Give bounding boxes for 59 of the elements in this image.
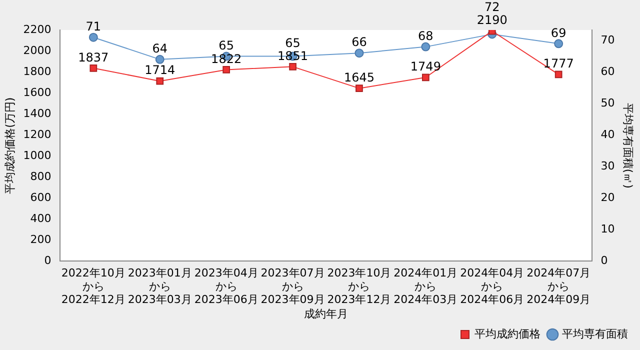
data-label: 1714 (144, 63, 176, 78)
data-label: 1777 (543, 56, 574, 71)
y-tick-label: 1000 (23, 148, 52, 162)
y-tick-label: 400 (30, 212, 52, 226)
y2-tick-label: 10 (600, 222, 615, 236)
y-tick-label: 0 (44, 254, 52, 268)
data-label: 65 (218, 38, 234, 52)
legend-label: 平均専有面積 (562, 327, 628, 340)
data-label: 66 (352, 35, 367, 50)
legend-label: 平均成約価格 (474, 327, 540, 340)
point (554, 39, 564, 48)
point (222, 66, 230, 74)
data-label: 1645 (344, 70, 374, 84)
data-label: 69 (550, 26, 566, 40)
y2-tick-label: 70 (600, 33, 615, 46)
point (354, 48, 364, 58)
x-tick-label: 2024年04月から2024年06月 (460, 266, 524, 306)
point (155, 54, 164, 64)
data-label: 1749 (410, 60, 441, 74)
data-label: 64 (152, 42, 168, 56)
x-tick-label: 2023年04月から2023年06月 (194, 266, 258, 306)
y2-tick-label: 30 (600, 159, 615, 172)
point (554, 70, 562, 78)
x-tick-label: 2023年07月から2023年09月 (260, 266, 325, 306)
y2-tick-label: 20 (600, 191, 615, 204)
y-tick-label: 1800 (23, 64, 52, 78)
y2-tick-label: 0 (600, 254, 608, 268)
data-label: 72 (484, 0, 500, 14)
x-tick-label: 2023年01月から2023年03月 (128, 266, 192, 306)
y2-tick-label: 40 (600, 128, 615, 141)
y-tick-label: 600 (30, 191, 52, 204)
data-label: 65 (285, 36, 300, 50)
x-axis-title: 成約年月 (304, 307, 348, 320)
point (88, 32, 98, 42)
y-tick-label: 200 (30, 233, 52, 246)
data-label: 71 (86, 19, 102, 34)
y-tick-label: 800 (30, 170, 52, 183)
y-tick-label: 1200 (23, 128, 52, 141)
data-label: 2190 (476, 13, 508, 28)
y2-tick-label: 50 (600, 96, 615, 110)
point (421, 42, 430, 52)
y-axis-title: 平均成約価格(万円) (3, 97, 16, 194)
y-tick-label: 2200 (23, 22, 52, 36)
point (356, 84, 363, 92)
point (422, 74, 430, 82)
y2-axis-title: 平均専有面積(㎡) (622, 102, 635, 188)
y-tick-label: 2000 (23, 44, 52, 57)
y2-tick-label: 60 (600, 64, 615, 78)
y-tick-label: 1400 (23, 106, 52, 120)
point (289, 62, 296, 70)
point (90, 64, 98, 72)
x-tick-label: 2024年07月から2024年09月 (526, 266, 591, 306)
y-tick-label: 1600 (23, 86, 52, 99)
x-tick-label: 2022年10月から2022年12月 (61, 266, 126, 306)
point (156, 77, 164, 85)
data-label: 68 (418, 28, 434, 43)
x-tick-label: 2023年10月から2023年12月 (327, 266, 392, 306)
data-label: 1837 (78, 50, 109, 64)
x-tick-label: 2024年01月から2024年03月 (394, 266, 458, 306)
